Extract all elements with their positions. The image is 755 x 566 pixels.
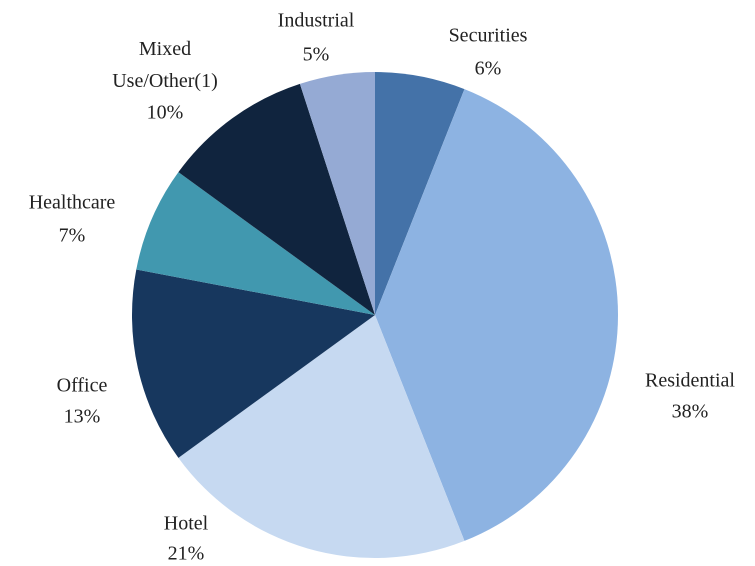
pie-slice [375,89,618,541]
pie-slice [136,172,375,315]
slice-value-label: 7% [59,225,86,247]
slice-value-label: 13% [64,406,101,428]
pie-slice [131,269,375,458]
pie-slice [375,72,465,315]
slice-label: Office [57,375,108,397]
pie-slice [178,315,465,558]
pie-slice [178,83,375,315]
pie-slice [299,72,375,315]
slice-label: Mixed Use/Other(1) [112,38,218,92]
slice-value-label: 10% [147,102,184,124]
slice-label: Healthcare [29,192,116,214]
slice-value-label: 5% [303,44,330,66]
slice-label: Hotel [164,513,209,535]
slice-label: Securities [449,25,528,47]
slice-value-label: 38% [672,401,709,423]
slice-value-label: 6% [475,58,502,80]
slice-label: Industrial [278,10,355,32]
slice-label: Residential [645,370,735,392]
slice-value-label: 21% [168,543,205,565]
